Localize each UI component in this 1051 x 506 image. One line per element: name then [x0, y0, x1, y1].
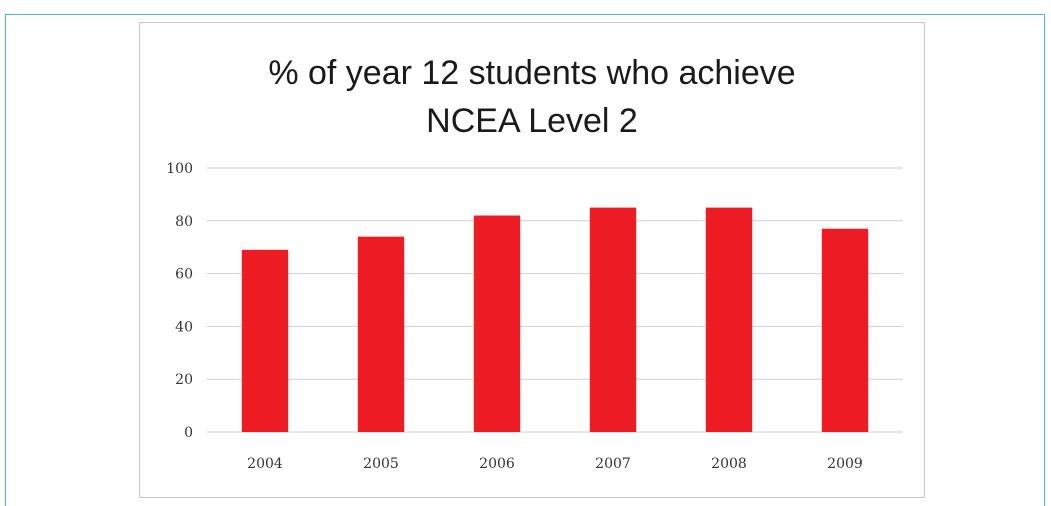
- bar-chart: 0 20 40 60 80 100 2004 2005 2006 2007 2008 2009: [166, 161, 903, 472]
- x-tick-label: 2004: [247, 456, 283, 472]
- y-tick-label: 40: [175, 319, 193, 335]
- x-tick-label: 2005: [363, 456, 399, 472]
- chart-container: % of year 12 students who achieve NCEA L…: [139, 22, 925, 498]
- y-tick-label: 60: [175, 267, 193, 283]
- bar-2006: [473, 215, 521, 432]
- y-tick-label: 80: [175, 214, 193, 230]
- bar-2004: [241, 249, 289, 432]
- bar-2009: [821, 228, 869, 432]
- x-tick-label: 2009: [827, 456, 863, 472]
- x-tick-label: 2008: [711, 456, 747, 472]
- x-tick-label: 2006: [479, 456, 515, 472]
- bar-2005: [357, 236, 405, 432]
- y-tick-label: 0: [184, 425, 193, 441]
- y-tick-label: 20: [175, 372, 193, 388]
- x-tick-label: 2007: [595, 456, 631, 472]
- bar-2007: [589, 207, 637, 432]
- bar-2008: [705, 207, 753, 432]
- chart-title: % of year 12 students who achieve NCEA L…: [268, 54, 796, 140]
- y-tick-label: 100: [166, 161, 193, 177]
- content-frame: [5, 14, 1045, 506]
